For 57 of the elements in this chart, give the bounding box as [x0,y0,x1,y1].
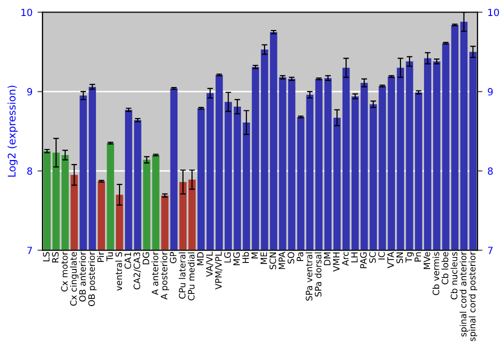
x-tick-label: CPu medial [188,252,195,300]
x-tick-label: Cb lobe [442,252,448,284]
x-tick-label: Cx motor [61,252,68,292]
y-tick-label: 9 [27,88,32,96]
y-tick-label: 7 [27,246,32,254]
x-tick-label: IC [378,252,385,260]
x-tick-label: Cb nucleus [450,252,458,300]
x-tick-label: CA1 [124,252,132,269]
y2-tick-label: 8 [488,167,493,175]
x-tick-label: DM [324,252,330,266]
x-tick-label: OB posterior [88,252,97,306]
x-tick-label: DG [142,252,150,264]
x-tick-label: LG [224,252,231,262]
y-tick-label: 10 [21,8,32,16]
x-tick-label: LH [351,252,358,262]
y2-tick-label: 7 [488,246,493,254]
x-tick-label: VA/VL [206,252,214,277]
x-tick-label: CPu lateral [178,252,186,299]
x-tick-label: Hb [242,252,249,263]
x-tick-label: Pn [414,252,422,262]
y-axis-title: Log2 (expression) [8,86,18,177]
x-tick-label: Pir [97,252,104,262]
x-tick-label: MG [233,252,240,266]
x-tick-label: VMH [333,252,340,272]
y-tick-label: 8 [27,167,32,175]
x-tick-label: Arc [342,252,349,266]
x-tick-label: ventral S [115,252,122,291]
x-tick-label: SO [288,252,294,264]
x-tick-label: SCN [270,252,276,270]
x-tick-label: Pa [296,252,304,262]
x-tick-label: ME [260,252,267,264]
x-tick-label: SPa ventral [306,252,312,301]
x-tick-label: Tu [106,252,114,262]
x-tick-label: PAG [360,252,367,268]
x-tick-label: SC [369,252,376,263]
x-tick-label: spinal cord anterior [460,252,468,336]
x-tick-label: A anterior [152,252,158,296]
x-tick-label: Cx cingulate [70,252,78,306]
x-tick-label: OB anterior [79,252,86,302]
x-tick-label: MD [197,252,204,266]
x-tick-label: CA2/CA3 [134,252,141,290]
y2-tick-label: 9 [488,88,493,96]
x-tick-label: Tg [406,252,414,263]
x-tick-label: LS [42,252,50,262]
x-tick-label: GP [170,252,176,264]
x-tick-label: MVe [424,252,430,270]
x-tick-label: MPA [278,252,286,270]
x-tick-label: M [252,252,258,258]
x-tick-label: RS [52,252,59,262]
x-tick-label: A posterior [160,252,170,300]
x-tick-label: Cb vermis [432,252,440,296]
y2-tick-label: 10 [488,8,499,16]
x-tick-label: VPM/VPL [215,252,222,290]
x-tick-label: SN [396,252,404,264]
x-tick-label: SPa dorsal [314,252,322,296]
x-tick-label: VTA [387,252,394,268]
x-tick-label: spinal cord posterior [468,252,478,342]
